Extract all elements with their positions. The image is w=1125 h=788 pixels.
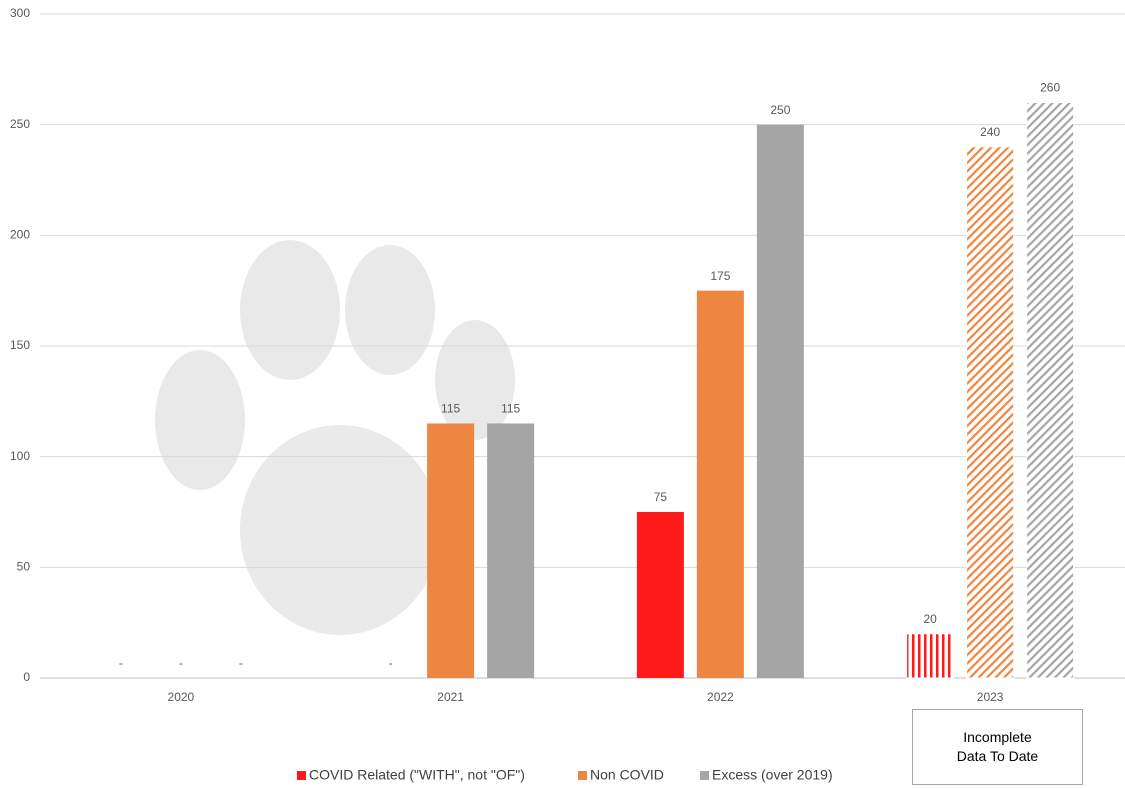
legend-text: Non COVID xyxy=(590,767,664,783)
y-tick-label: 0 xyxy=(23,670,30,684)
data-label: 75 xyxy=(654,490,668,504)
bar xyxy=(696,290,744,678)
y-tick-label: 250 xyxy=(10,117,30,131)
data-label: - xyxy=(389,656,393,670)
bar xyxy=(906,633,955,679)
y-tick-label: 150 xyxy=(10,338,30,352)
background-paw xyxy=(155,240,515,635)
legend-swatch xyxy=(578,771,587,780)
y-tick-label: 300 xyxy=(10,6,30,20)
bar xyxy=(756,124,804,678)
bar xyxy=(487,423,535,678)
data-label: - xyxy=(119,656,123,670)
bar xyxy=(966,146,1015,679)
x-tick-label: 2020 xyxy=(168,690,195,704)
data-label: 20 xyxy=(923,612,937,626)
data-label: - xyxy=(179,656,183,670)
y-tick-label: 100 xyxy=(10,449,30,463)
legend-swatch xyxy=(297,771,306,780)
y-tick-label: 50 xyxy=(17,560,31,574)
data-label: - xyxy=(239,656,243,670)
x-tick-label: 2022 xyxy=(707,690,734,704)
data-label: 115 xyxy=(441,402,460,416)
annotation: Incomplete Data To Date xyxy=(956,729,1039,764)
data-label: 260 xyxy=(1040,81,1060,95)
x-tick-label: 2023 xyxy=(977,690,1004,704)
legend-text: Excess (over 2019) xyxy=(712,767,833,783)
legend-text: COVID Related ("WITH", not "OF") xyxy=(309,767,525,783)
data-label: 250 xyxy=(770,103,790,117)
y-tick-label: 200 xyxy=(10,228,30,242)
legend-swatch xyxy=(700,771,709,780)
bar xyxy=(427,423,475,678)
data-label: 115 xyxy=(501,402,520,416)
annotation-box: Incomplete Data To Date xyxy=(912,709,1083,785)
data-label: 240 xyxy=(980,125,1000,139)
bar xyxy=(1026,102,1075,679)
x-tick-label: 2021 xyxy=(437,690,464,704)
bar xyxy=(636,512,684,678)
data-label: 175 xyxy=(710,269,730,283)
